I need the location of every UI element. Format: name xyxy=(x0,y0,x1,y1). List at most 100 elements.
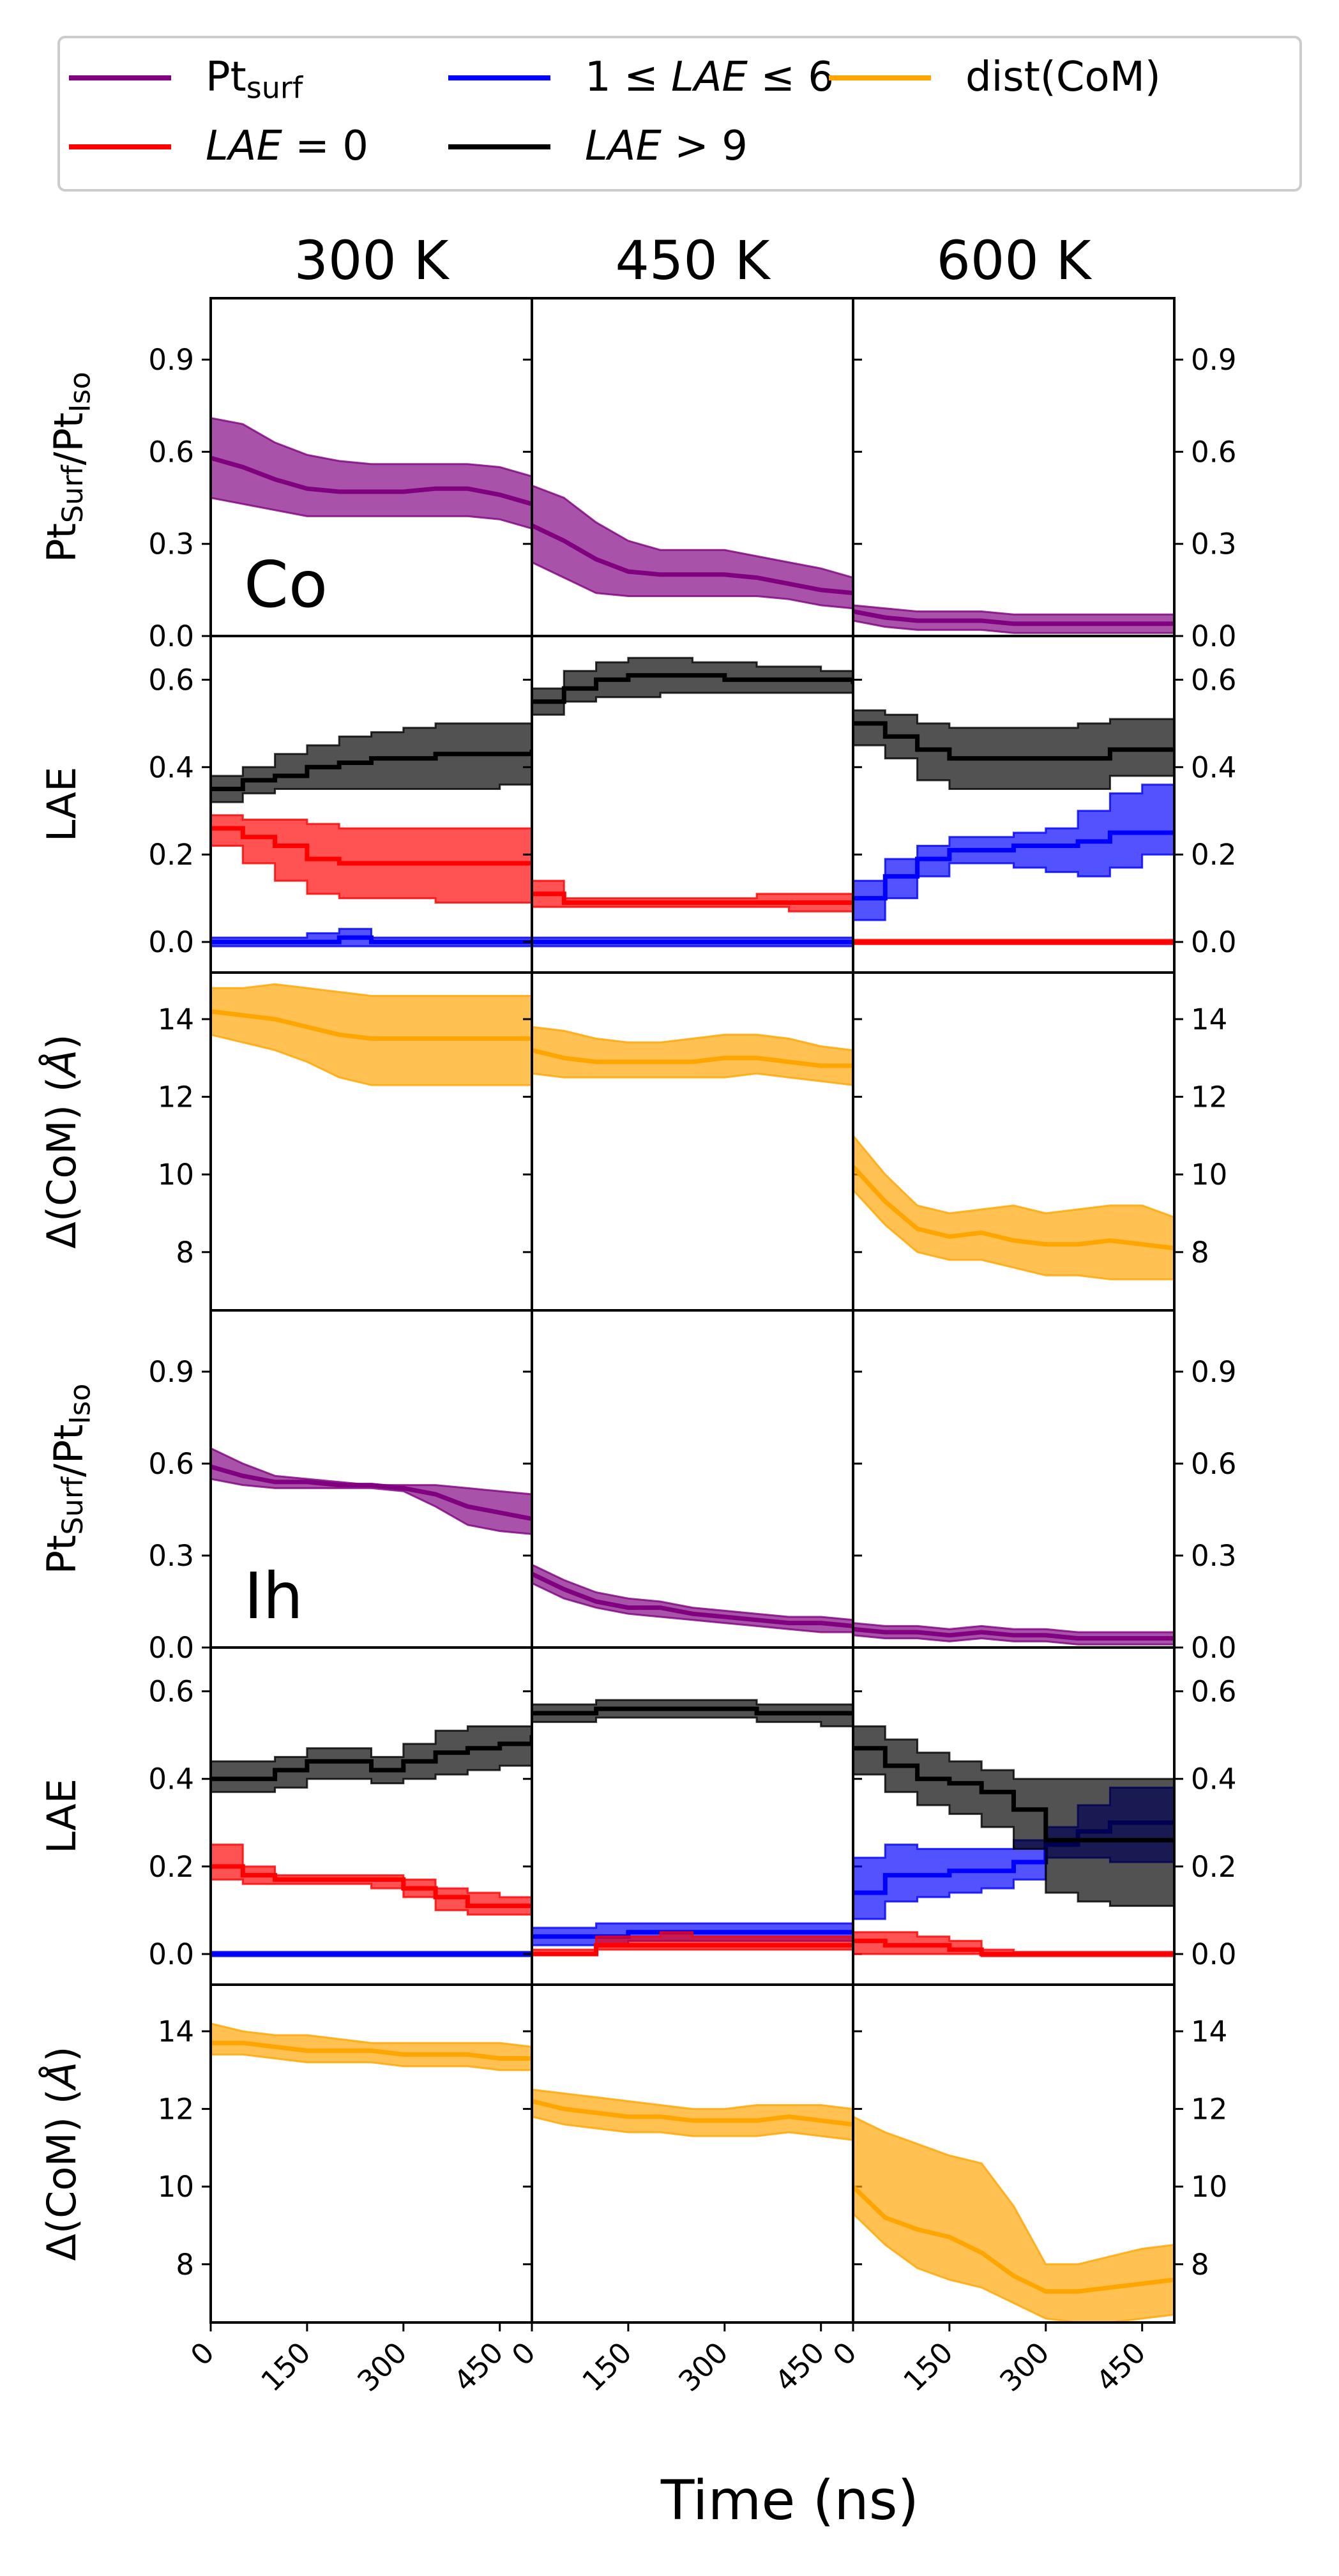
y-tick-label-left: 0.4 xyxy=(148,1762,194,1796)
panel-frame xyxy=(852,1983,1176,2324)
y-tick-label-right: 0.0 xyxy=(1191,1631,1237,1665)
y-tick-label-right: 12 xyxy=(1191,2093,1227,2126)
series-line xyxy=(211,935,532,944)
series-line xyxy=(211,1464,532,1521)
row-annotation: Co xyxy=(244,547,328,622)
y-tick-label-right: 0.6 xyxy=(1191,663,1237,697)
legend-label-com: dist(CoM) xyxy=(965,54,1161,101)
y-tick-label-left: 8 xyxy=(176,1236,194,1269)
row-annotation: Ih xyxy=(244,1559,303,1633)
series-line xyxy=(532,891,853,905)
series-band xyxy=(211,2022,532,2072)
y-tick-label-right: 0.2 xyxy=(1191,838,1237,872)
panel-plot-area xyxy=(211,1717,532,1957)
panel-r5-c3 xyxy=(852,1646,1183,1986)
panel-plot-area xyxy=(211,417,532,530)
series-band xyxy=(853,709,1174,790)
series-line xyxy=(853,1165,1174,1251)
y-tick-label-left: 10 xyxy=(158,2170,194,2204)
y-tick-label-left: 0.0 xyxy=(148,1937,194,1971)
series-line xyxy=(532,523,853,596)
series-band xyxy=(532,2088,853,2141)
series-band xyxy=(532,1026,853,1086)
y-tick-label-left: 0.0 xyxy=(148,619,194,653)
x-axis: Time (ns) xyxy=(660,2469,919,2533)
series-band xyxy=(211,814,532,904)
y-tick-label-left: 0.3 xyxy=(148,527,194,561)
series-line xyxy=(853,609,1174,626)
x-axis-title: Time (ns) xyxy=(660,2469,919,2533)
panel-plot-area xyxy=(853,604,1174,634)
y-tick-label-right: 14 xyxy=(1191,2015,1227,2049)
series-line xyxy=(211,2040,532,2061)
y-tick-label-left: 14 xyxy=(158,1003,194,1036)
y-tick-label-right: 0.2 xyxy=(1191,1850,1237,1884)
y-tick-label-left: 10 xyxy=(158,1158,194,1192)
y-tick-label-left: 14 xyxy=(158,2015,194,2049)
series-line xyxy=(532,2098,853,2127)
series-line xyxy=(853,1938,1174,1957)
series-line xyxy=(853,2185,1174,2294)
y-axis-label: LAE xyxy=(38,1778,85,1854)
series-line xyxy=(532,1943,853,1957)
legend-label-lae16: 1 ≤ LAE ≤ 6 xyxy=(585,54,834,101)
panel-r5-c2 xyxy=(523,1646,862,1986)
y-tick-label-left: 12 xyxy=(158,2093,194,2126)
panel-plot-area xyxy=(853,1725,1174,1957)
y-tick-label-right: 0.6 xyxy=(1191,1447,1237,1481)
series-line xyxy=(853,830,1174,901)
y-tick-label-right: 0.0 xyxy=(1191,619,1237,653)
y-tick-label-left: 0.3 xyxy=(148,1539,194,1573)
series-band xyxy=(532,656,853,716)
series-band xyxy=(853,604,1174,634)
row-labels: 0.0 0.0 0.3 0.3 0.6 0.6 0.9 0.9 PtSurf/PtIso Co 0.… xyxy=(38,343,1237,2282)
y-tick-label-right: 12 xyxy=(1191,1080,1227,1114)
y-tick-label-right: 0.9 xyxy=(1191,343,1237,377)
y-tick-label-left: 0.0 xyxy=(148,925,194,959)
y-tick-label-right: 0.3 xyxy=(1191,527,1237,561)
y-tick-label-right: 0.3 xyxy=(1191,1539,1237,1573)
y-axis-label: LAE xyxy=(38,767,85,842)
series-line xyxy=(211,826,532,866)
series-line xyxy=(211,1735,532,1782)
y-tick-label-right: 0.9 xyxy=(1191,1355,1237,1389)
y-axis-label: PtSurf/PtIso xyxy=(38,1384,96,1575)
series-band xyxy=(211,1717,532,1793)
series-line xyxy=(532,673,853,704)
panel-plot-area xyxy=(532,656,853,948)
series-line xyxy=(211,455,532,506)
y-tick-label-right: 8 xyxy=(1191,2248,1209,2282)
y-tick-label-left: 12 xyxy=(158,1080,194,1114)
y-tick-label-right: 10 xyxy=(1191,2170,1227,2204)
y-tick-label-left: 0.9 xyxy=(148,343,194,377)
series-band xyxy=(211,417,532,530)
panel-r1-c1 xyxy=(202,297,533,637)
panel-plot-area xyxy=(532,2088,853,2141)
panel-plot-area xyxy=(211,1447,532,1535)
y-tick-label-right: 0.0 xyxy=(1191,1937,1237,1971)
series-band xyxy=(211,1447,532,1535)
panel-plot-area xyxy=(532,1563,853,1633)
column-title-3: 600 K xyxy=(936,229,1092,292)
series-band xyxy=(532,484,853,610)
y-tick-label-left: 0.2 xyxy=(148,838,194,872)
y-tick-label-left: 0.2 xyxy=(148,1850,194,1884)
y-tick-label-left: 0.4 xyxy=(148,750,194,784)
legend-label-lae9: LAE > 9 xyxy=(585,123,748,170)
panel-plot-area xyxy=(853,1622,1174,1646)
series-band xyxy=(211,983,532,1086)
series-line xyxy=(853,1626,1174,1641)
panel-plot-area xyxy=(853,2116,1174,2322)
series-line xyxy=(853,1746,1174,1843)
legend-label-pt: Ptsurf xyxy=(206,54,304,105)
series-line xyxy=(853,721,1174,761)
panel-r3-c3 xyxy=(852,971,1183,1312)
panel-r2-c2 xyxy=(523,635,862,974)
y-tick-label-left: 0.6 xyxy=(148,663,194,697)
series-line xyxy=(532,1706,853,1716)
panel-plot-area xyxy=(532,484,853,610)
legend: Ptsurf 1 ≤ LAE ≤ 6 dist(CoM) LAE = 0 LAE > 9 xyxy=(57,36,1302,192)
y-tick-label-left: 0.9 xyxy=(148,1355,194,1389)
